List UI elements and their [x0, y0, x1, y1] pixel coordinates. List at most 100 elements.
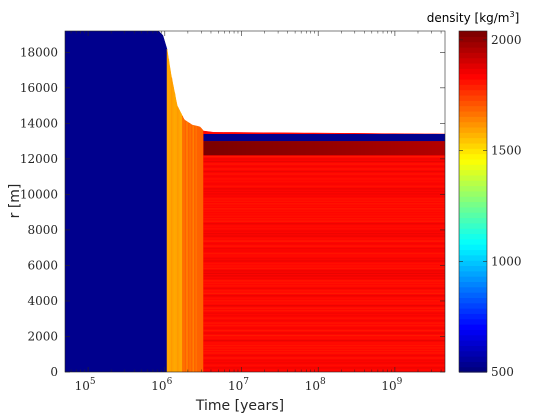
striation-line	[203, 165, 445, 168]
striation-line	[203, 310, 445, 312]
colorbar-swatch	[459, 126, 487, 133]
colorbar-swatch	[459, 313, 487, 320]
striation-line	[203, 300, 445, 302]
striation-line	[203, 315, 445, 317]
colorbar-swatch	[459, 164, 487, 171]
colorbar-swatch	[459, 78, 487, 85]
striation-line	[203, 242, 445, 245]
colorbar-swatch	[459, 36, 487, 43]
colorbar-swatch	[459, 180, 487, 187]
striation-line	[203, 257, 445, 260]
colorbar-swatch	[459, 265, 487, 272]
colorbar-swatch	[459, 68, 487, 75]
colorbar-swatch	[459, 238, 487, 245]
striation-line	[203, 237, 445, 240]
colorbar-swatch	[459, 158, 487, 165]
colorbar-swatch	[459, 52, 487, 59]
striation-line	[203, 357, 445, 359]
striation-line	[203, 260, 445, 262]
colorbar-gradient	[459, 31, 487, 373]
y-tick-label: 8000	[27, 223, 58, 237]
colorbar-swatch	[459, 228, 487, 235]
striation-line	[203, 155, 445, 158]
colorbar-swatch	[459, 217, 487, 224]
striation-line	[203, 332, 445, 334]
striation-line	[203, 210, 445, 212]
x-tick-label: 106	[151, 377, 172, 393]
colorbar-swatch	[459, 46, 487, 53]
x-axis-label: Time [years]	[195, 398, 284, 414]
striation-line	[203, 312, 445, 314]
striation-line	[203, 195, 445, 197]
x-tick-label: 105	[75, 377, 96, 393]
striation-line	[203, 203, 445, 205]
striation-line	[203, 285, 445, 287]
striation-line	[203, 218, 445, 220]
y-axis: 0 2000 4000 6000 8000 10000 12000 14000 16000 180…	[20, 45, 445, 379]
colorbar-swatch	[459, 137, 487, 144]
striation-line	[203, 262, 445, 265]
colorbar-swatch	[459, 222, 487, 229]
colorbar-swatch	[459, 73, 487, 80]
colorbar-swatch	[459, 233, 487, 240]
striation-line	[203, 250, 445, 252]
colorbar-swatch	[459, 350, 487, 357]
striation-line	[203, 230, 445, 232]
x-tick-label: 107	[228, 377, 249, 393]
colorbar-swatch	[459, 334, 487, 341]
striation-line	[203, 173, 445, 175]
colorbar-swatch	[459, 324, 487, 330]
striation-line	[203, 290, 445, 292]
colorbar-swatch	[459, 254, 487, 261]
colorbar-swatch	[459, 318, 487, 325]
striation-line	[203, 205, 445, 207]
striation-line	[203, 180, 445, 183]
colorbar-swatch	[459, 121, 487, 128]
colorbar-swatch	[459, 196, 487, 203]
striation-line	[203, 168, 445, 170]
colorbar-swatch	[459, 89, 487, 96]
striation-line	[203, 280, 445, 282]
region-3	[203, 130, 445, 372]
plot-area	[65, 31, 445, 372]
striation-line	[203, 245, 445, 247]
striation-line	[203, 342, 445, 344]
y-tick-label: 14000	[20, 116, 58, 130]
striation-line	[203, 213, 445, 215]
colorbar-swatch	[459, 41, 487, 48]
striation-line	[203, 295, 445, 297]
colorbar-tick-label: 1000	[491, 254, 522, 268]
striation-line	[203, 223, 445, 225]
colorbar-swatch	[459, 142, 487, 149]
colorbar-swatch	[459, 169, 487, 176]
striation-line	[203, 287, 445, 289]
striation-line	[203, 359, 445, 362]
striation-line	[203, 215, 445, 217]
colorbar-swatch	[459, 105, 487, 112]
colorbar-swatch	[459, 94, 487, 101]
colorbar-swatch	[459, 100, 487, 107]
x-axis: 105 106 107 108 109	[70, 31, 442, 393]
y-tick-label: 16000	[20, 81, 58, 95]
striation-line	[203, 190, 445, 193]
striation-line	[203, 193, 445, 195]
colorbar-swatch	[459, 281, 487, 288]
colorbar-frame	[458, 30, 488, 373]
y-tick-label: 4000	[27, 294, 58, 308]
striation-line	[203, 252, 445, 255]
colorbar-swatch	[459, 116, 487, 123]
striation-line	[203, 240, 445, 242]
region-4	[203, 141, 445, 156]
striation-line	[203, 282, 445, 285]
y-axis-label: r [m]	[7, 184, 23, 219]
striation-line	[203, 349, 445, 352]
striation-line	[203, 200, 445, 202]
colorbar-swatch	[459, 260, 487, 267]
colorbar-swatch	[459, 174, 487, 181]
striation-line	[203, 277, 445, 280]
colorbar-swatch	[459, 31, 487, 37]
striation-line	[203, 247, 445, 250]
colorbar-swatch	[459, 148, 487, 155]
colorbar-swatch	[459, 84, 487, 91]
colorbar-swatch	[459, 276, 487, 283]
